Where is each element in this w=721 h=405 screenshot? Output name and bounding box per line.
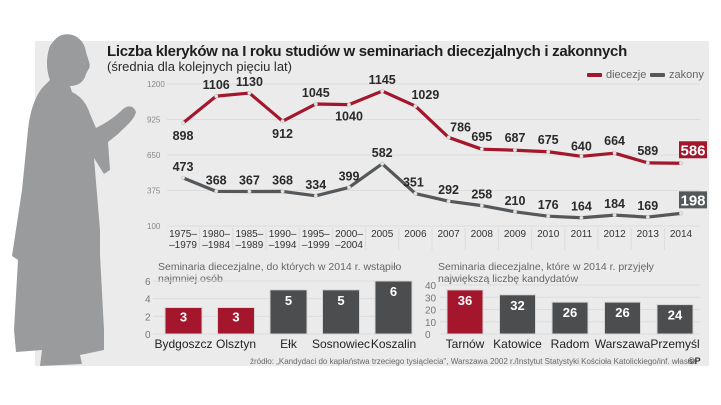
legend-item-zakony: zakony [650,69,704,81]
seminarian-silhouette [12,34,136,367]
legend-item-diecezje: diecezje [587,69,646,81]
legend-swatch-diecezje [587,73,602,77]
source-note: źródło: „Kandydaci do kapłaństwa trzecie… [250,357,697,366]
chart-title: Liczba kleryków na I roku studiów w semi… [107,43,627,60]
legend-swatch-zakony [650,73,665,77]
chart-subtitle: (średnia dla kolejnych pięciu lat) [107,59,292,74]
bar-chart-max-title: Seminaria diecezjalne, które w 2014 r. p… [438,261,654,285]
copyright-icon: ©P [688,356,701,366]
legend-label-zakony: zakony [669,69,704,81]
bar-chart-min-title: Seminaria diecezjalne, do których w 2014… [158,261,402,285]
legend-label-diecezje: diecezje [606,69,647,81]
